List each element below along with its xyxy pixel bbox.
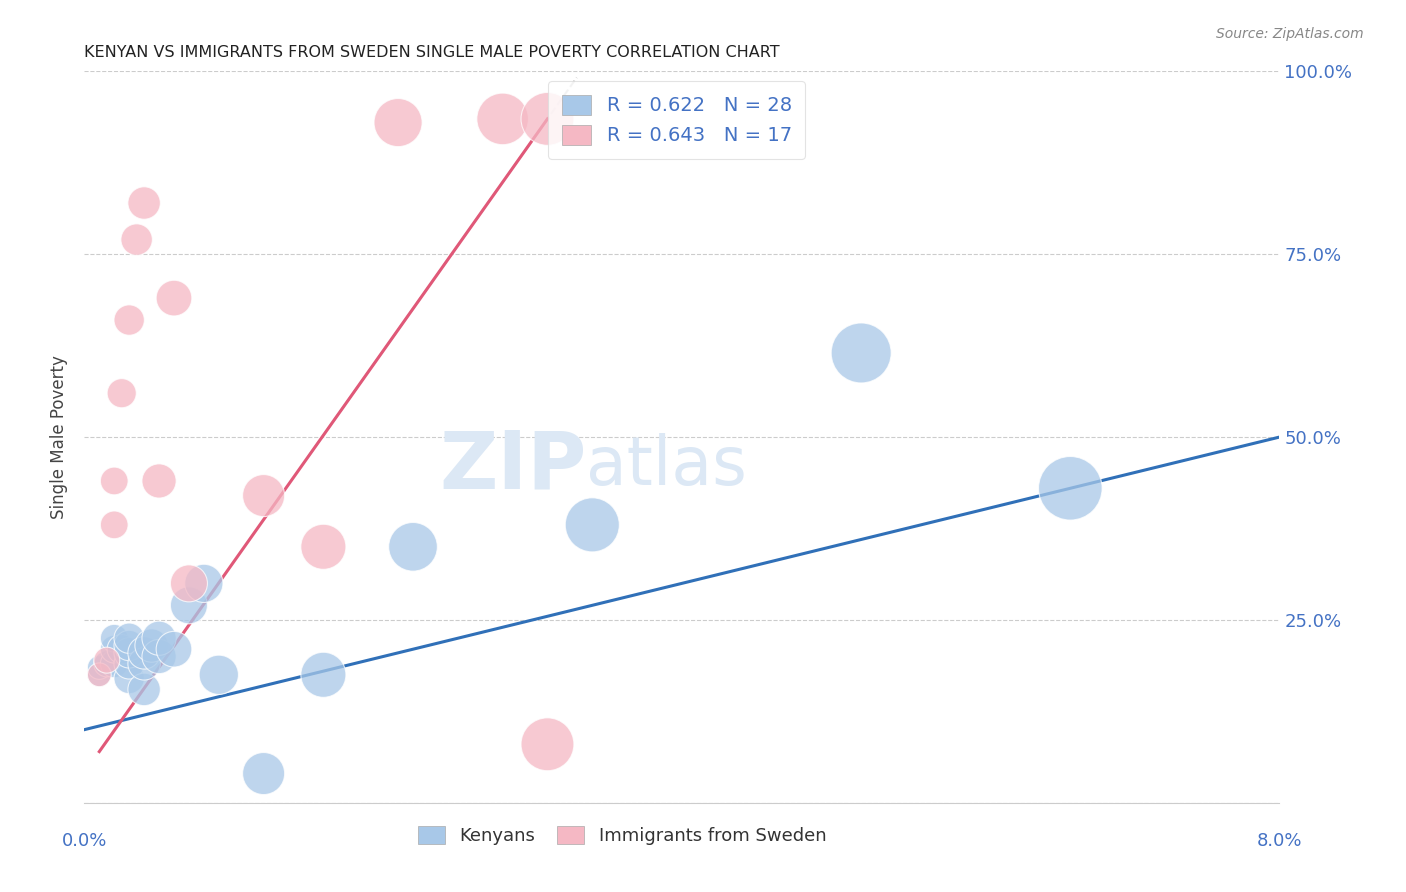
Y-axis label: Single Male Poverty: Single Male Poverty xyxy=(51,355,69,519)
Point xyxy=(163,642,186,657)
Point xyxy=(148,649,170,664)
Point xyxy=(132,646,156,660)
Point xyxy=(111,642,134,657)
Point xyxy=(118,639,141,653)
Point xyxy=(132,657,156,671)
Point xyxy=(103,642,125,657)
Point xyxy=(253,489,276,503)
Point xyxy=(851,346,873,360)
Legend: Kenyans, Immigrants from Sweden: Kenyans, Immigrants from Sweden xyxy=(411,819,834,852)
Point xyxy=(89,667,111,681)
Point xyxy=(118,632,141,646)
Point xyxy=(208,667,231,681)
Point xyxy=(89,667,111,681)
Point xyxy=(536,737,558,751)
Point xyxy=(402,540,425,554)
Text: Source: ZipAtlas.com: Source: ZipAtlas.com xyxy=(1216,27,1364,41)
Point xyxy=(387,115,409,129)
Text: KENYAN VS IMMIGRANTS FROM SWEDEN SINGLE MALE POVERTY CORRELATION CHART: KENYAN VS IMMIGRANTS FROM SWEDEN SINGLE … xyxy=(84,45,780,60)
Point xyxy=(103,657,125,671)
Point xyxy=(148,632,170,646)
Point xyxy=(118,646,141,660)
Point xyxy=(177,599,200,613)
Point xyxy=(163,291,186,305)
Point xyxy=(125,233,148,247)
Point xyxy=(89,660,111,674)
Point xyxy=(253,766,276,780)
Point xyxy=(193,576,215,591)
Text: atlas: atlas xyxy=(586,434,747,500)
Point xyxy=(492,112,515,126)
Point xyxy=(103,474,125,488)
Point xyxy=(536,112,558,126)
Point xyxy=(581,517,603,532)
Text: 0.0%: 0.0% xyxy=(62,832,107,850)
Point xyxy=(312,540,335,554)
Point xyxy=(312,667,335,681)
Point xyxy=(96,657,118,671)
Text: 8.0%: 8.0% xyxy=(1257,832,1302,850)
Point xyxy=(132,682,156,697)
Text: ZIP: ZIP xyxy=(439,427,586,506)
Point xyxy=(96,653,118,667)
Point xyxy=(103,517,125,532)
Point xyxy=(141,639,163,653)
Point xyxy=(118,672,141,686)
Point xyxy=(111,386,134,401)
Point xyxy=(118,313,141,327)
Point xyxy=(118,657,141,671)
Point xyxy=(1059,481,1081,495)
Point xyxy=(132,196,156,211)
Point xyxy=(148,474,170,488)
Point xyxy=(103,632,125,646)
Point xyxy=(177,576,200,591)
